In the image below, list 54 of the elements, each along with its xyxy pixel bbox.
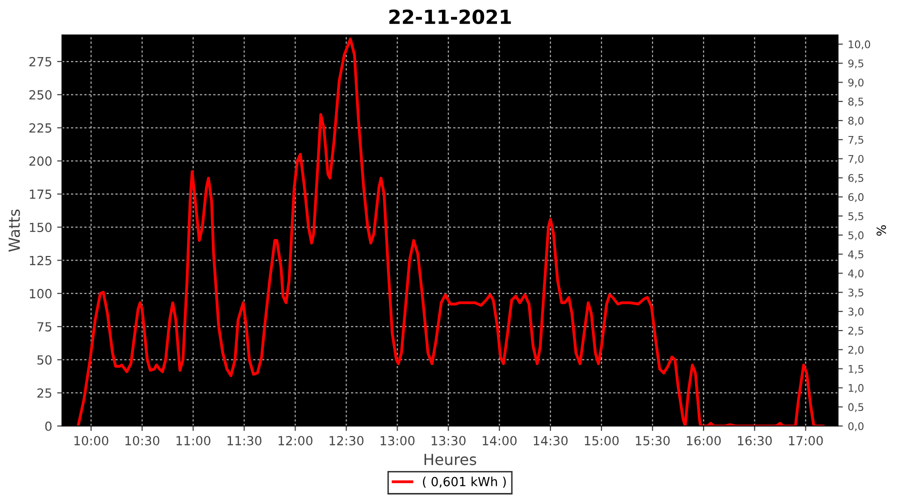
x-tick-label: 16:30 [738,436,772,446]
x-tick-label: 10:30 [125,436,160,446]
x-tick-label: 14:30 [534,436,568,446]
y2-tick-label: 10,0 [848,40,870,50]
y2-tick-label: 3,5 [848,288,864,298]
y2-tick-label: 5,5 [848,212,864,222]
y2-tick-label: 5,0 [848,231,864,240]
x-axis-title: Heures [424,454,476,466]
y2-tick-label: 2,5 [848,326,864,336]
y-tick-label: 175 [30,190,52,199]
y2-tick-label: 9,0 [848,78,864,88]
y2-tick-label: 2,0 [848,346,864,355]
x-tick-label: 11:00 [176,436,210,446]
y2-tick-label: 8,0 [848,116,864,126]
y-tick-label: 125 [30,256,52,266]
y-tick-label: 50 [37,355,52,365]
x-tick-label: 12:30 [330,436,364,446]
y-tick-label: 250 [29,90,52,100]
y2-tick-label: 1,0 [848,384,864,393]
y2-tick-label: 8,5 [848,98,864,107]
y2-tick-label: 3,0 [848,308,864,317]
y2-tick-label: 0,5 [848,403,864,412]
x-tick-label: 12:00 [278,436,312,446]
x-tick-label: 15:00 [584,436,619,446]
line-series [76,38,824,426]
y2-tick-label: 4,0 [848,269,864,278]
chart-title: 22-11-2021 [389,9,511,24]
x-tick-label: 15:30 [636,436,670,446]
x-tick-label: 11:30 [228,436,262,446]
x-tick-label: 14:00 [482,436,517,446]
y-axis-title: Watts [8,210,20,252]
legend-label: ( 0,601 kWh ) [422,476,506,488]
y2-axis-title: % [876,225,886,236]
x-tick-label: 17:00 [789,436,823,446]
y2-tick-label: 0,0 [848,422,864,432]
y-tick-label: 75 [37,322,52,332]
y-tick-label: 100 [30,288,52,298]
y2-tick-label: 7,0 [848,154,864,164]
y-tick-label: 275 [29,56,52,66]
y2-tick-label: 1,5 [848,365,864,374]
x-tick-label: 13:30 [432,436,466,446]
y2-tick-label: 6,0 [848,193,864,202]
y-tick-label: 150 [30,222,52,232]
y-tick-label: 0 [45,421,52,431]
y-tick-label: 200 [29,156,52,166]
y2-tick-label: 4,5 [848,250,864,260]
y-tick-label: 25 [37,388,52,398]
x-tick-label: 16:00 [686,436,721,446]
y2-tick-label: 7,5 [848,136,864,145]
x-tick-label: 13:00 [380,436,415,446]
y2-tick-label: 6,5 [848,174,864,183]
y-tick-label: 225 [29,123,52,133]
x-tick-label: 10:00 [74,436,108,446]
y2-tick-label: 9,5 [848,59,864,68]
